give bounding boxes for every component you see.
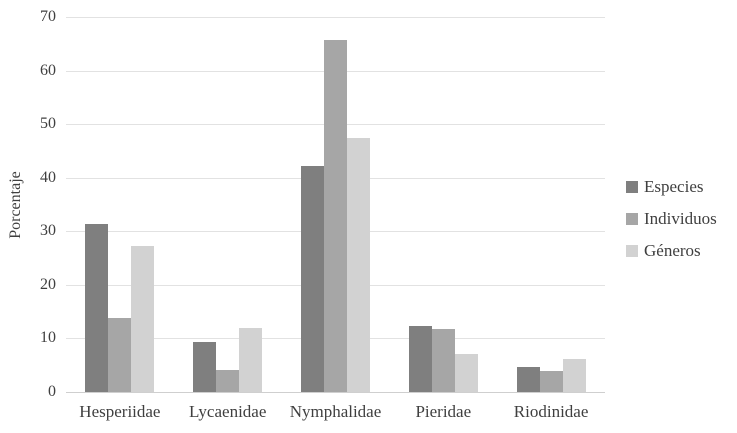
legend-item-individuos: Individuos <box>626 209 717 229</box>
bar-géneros-riodinidae <box>562 359 586 392</box>
bar-group-hesperiidae <box>66 17 174 392</box>
plot-area <box>66 17 605 393</box>
bar-especies-riodinidae <box>516 367 540 392</box>
category-label-nymphalidae: Nymphalidae <box>289 402 382 421</box>
x-axis-category-labels: Hesperiidae Lycaenidae Nymphalidae Pieridae… <box>66 401 605 423</box>
legend: Especies Individuos Géneros <box>626 177 717 261</box>
bar-group-nymphalidae <box>282 17 390 392</box>
bar-géneros-pieridae <box>454 353 478 392</box>
y-tick-label: 50 <box>40 115 56 133</box>
y-tick-label: 30 <box>40 222 56 240</box>
y-tick-label: 70 <box>40 8 56 25</box>
bar-groups <box>66 17 605 392</box>
y-tick-label: 10 <box>40 329 56 347</box>
category-label-pieridae: Pieridae <box>415 402 472 421</box>
category-label-lycaenidae: Lycaenidae <box>188 402 267 421</box>
y-tick-label: 40 <box>40 168 56 186</box>
bar-individuos-pieridae <box>431 328 455 392</box>
y-tick-label: 0 <box>48 383 56 400</box>
bar-especies-nymphalidae <box>300 165 324 392</box>
legend-swatch-icon <box>626 245 638 257</box>
bar-individuos-hesperiidae <box>108 317 132 392</box>
legend-item-especies: Especies <box>626 177 717 197</box>
legend-swatch-icon <box>626 213 638 225</box>
bar-individuos-nymphalidae <box>323 39 347 392</box>
bar-especies-pieridae <box>408 325 432 392</box>
bar-individuos-lycaenidae <box>216 369 240 392</box>
bar-group-lycaenidae <box>174 17 282 392</box>
bar-especies-hesperiidae <box>85 224 109 392</box>
legend-label: Géneros <box>644 241 701 260</box>
legend-label: Individuos <box>644 209 717 228</box>
category-label-hesperiidae: Hesperiidae <box>79 402 161 421</box>
x-axis-line <box>66 392 605 393</box>
legend-item-géneros: Géneros <box>626 241 717 261</box>
y-tick-label: 20 <box>40 275 56 293</box>
bar-géneros-lycaenidae <box>239 327 263 392</box>
bar-individuos-riodinidae <box>539 370 563 392</box>
bar-group-pieridae <box>389 17 497 392</box>
bar-géneros-nymphalidae <box>346 138 370 392</box>
bar-group-riodinidae <box>497 17 605 392</box>
bar-géneros-hesperiidae <box>131 245 155 392</box>
gridline <box>66 17 605 18</box>
bar-especies-lycaenidae <box>193 341 217 392</box>
legend-swatch-icon <box>626 181 638 193</box>
category-label-riodinidae: Riodinidae <box>513 402 589 421</box>
legend-label: Especies <box>644 177 704 196</box>
y-tick-label: 60 <box>40 61 56 79</box>
